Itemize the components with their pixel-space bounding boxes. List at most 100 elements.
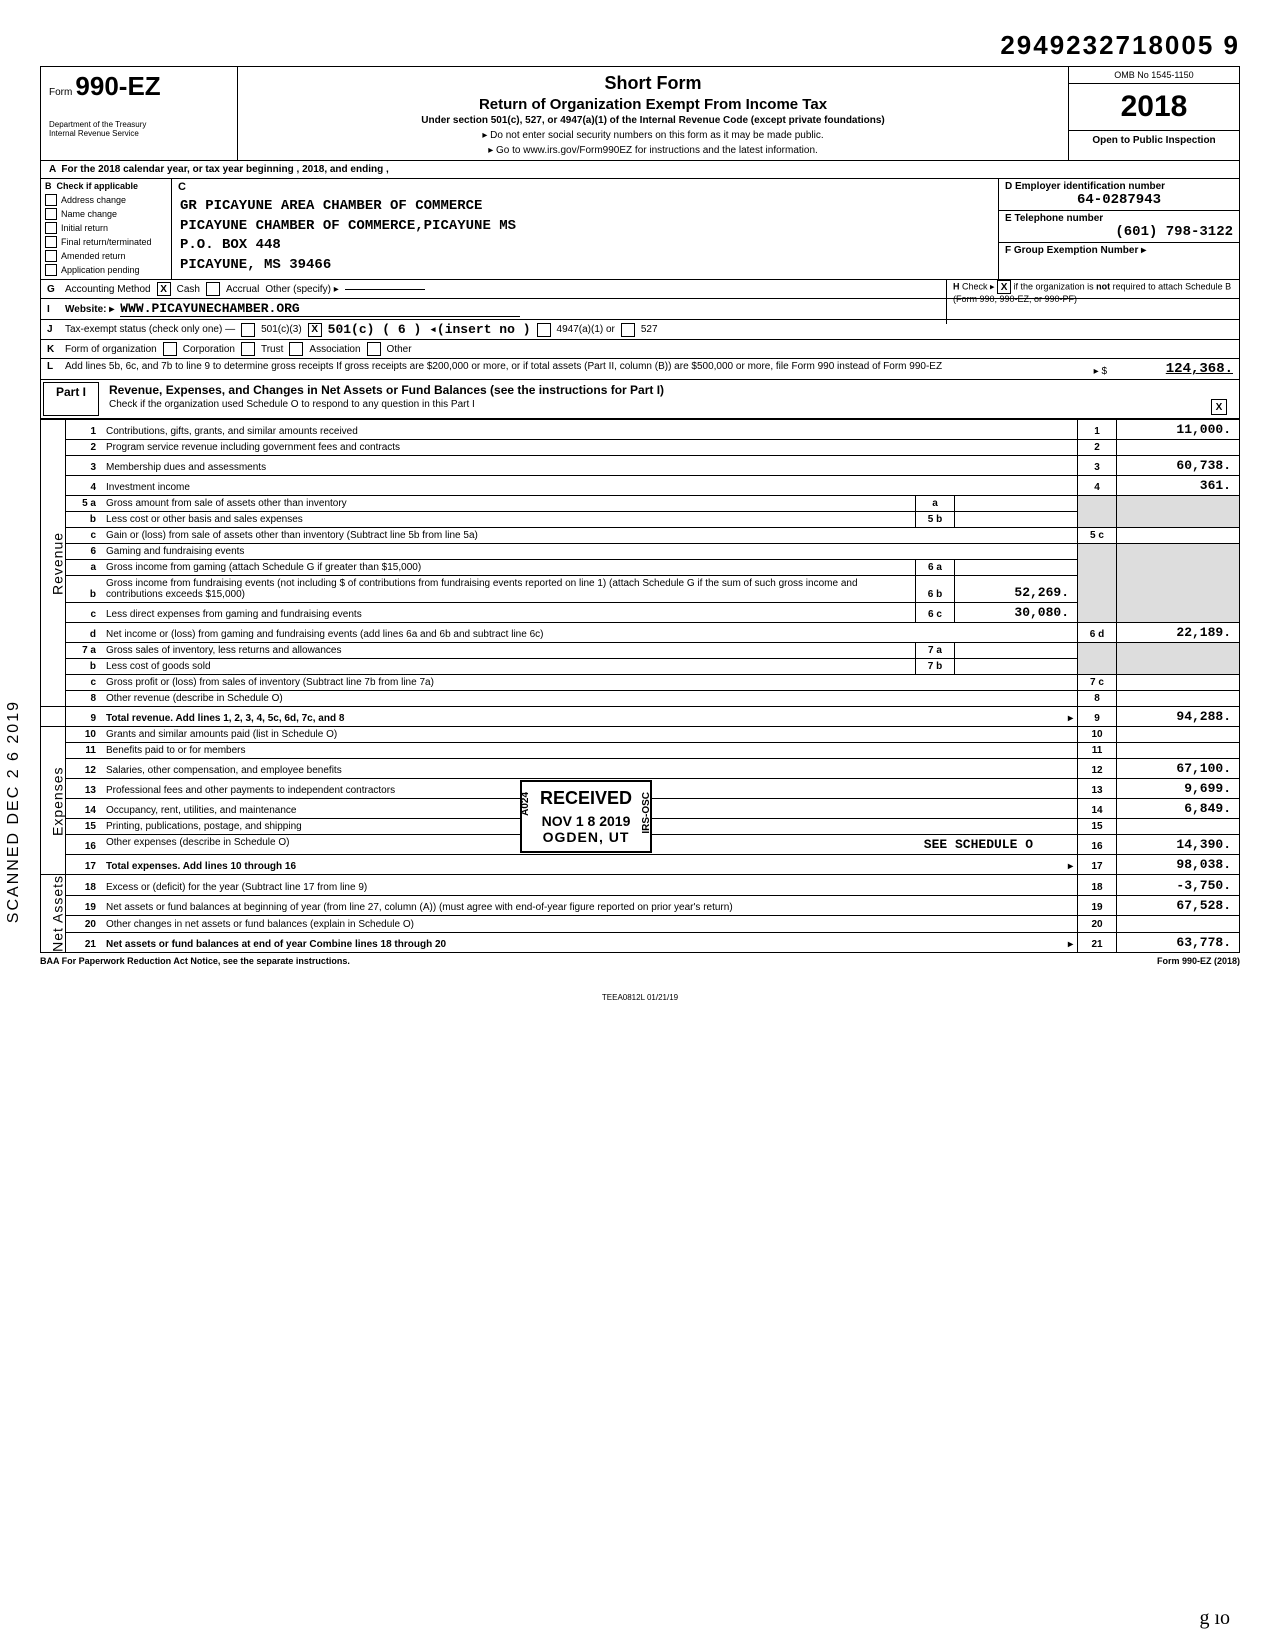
- stamp-location: OGDEN, UT: [540, 829, 632, 845]
- note-url: ▸ Go to www.irs.gov/Form990EZ for instru…: [248, 145, 1058, 156]
- checkbox-corp[interactable]: [163, 342, 177, 356]
- j-label: J: [47, 324, 59, 335]
- omb-number: OMB No 1545-1150: [1069, 67, 1239, 84]
- footer: BAA For Paperwork Reduction Act Notice, …: [40, 953, 1240, 969]
- stamp-main: RECEIVED: [540, 788, 632, 809]
- line-21: 21Net assets or fund balances at end of …: [41, 932, 1240, 953]
- l-text: Add lines 5b, 6c, and 7b to line 9 to de…: [65, 361, 1088, 372]
- k-label: K: [47, 344, 59, 355]
- handwritten-note: g ıo: [1199, 1607, 1230, 1630]
- block-bc-def: B Check if applicable Address change Nam…: [40, 179, 1240, 280]
- cash-label: Cash: [177, 284, 200, 295]
- row-a: A For the 2018 calendar year, or tax yea…: [40, 161, 1240, 179]
- line-4: 4Investment income4361.: [41, 476, 1240, 496]
- checkbox-501c3[interactable]: [241, 323, 255, 337]
- opt-initial-return[interactable]: Initial return: [41, 221, 171, 235]
- section-h: H Check ▸ X if the organization is not r…: [946, 280, 1233, 324]
- line-7c: cGross profit or (loss) from sales of in…: [41, 675, 1240, 691]
- phone-value: (601) 798-3122: [1005, 224, 1233, 240]
- line-8: 8Other revenue (describe in Schedule O)8: [41, 691, 1240, 707]
- line-1: Revenue 1Contributions, gifts, grants, a…: [41, 420, 1240, 440]
- cell-e: E Telephone number (601) 798-3122: [999, 211, 1239, 243]
- org-name: GR PICAYUNE AREA CHAMBER OF COMMERCE: [180, 197, 990, 217]
- line-10: Expenses 10Grants and similar amounts pa…: [41, 727, 1240, 743]
- row-l: L Add lines 5b, 6c, and 7b to line 9 to …: [40, 359, 1240, 380]
- col-c-label: C: [178, 181, 186, 193]
- l-label: L: [47, 361, 59, 372]
- checkbox-527[interactable]: [621, 323, 635, 337]
- row-a-text: For the 2018 calendar year, or tax year …: [61, 164, 388, 175]
- open-public: Open to Public Inspection: [1069, 131, 1239, 150]
- opt-name-change[interactable]: Name change: [41, 207, 171, 221]
- checkbox-h[interactable]: X: [997, 280, 1011, 294]
- form-header: Form 990-EZ Department of the Treasury I…: [40, 66, 1240, 161]
- line-6: 6Gaming and fundraising events: [41, 544, 1240, 560]
- tax-year: 2018: [1069, 84, 1239, 131]
- expenses-side-label: Expenses: [41, 727, 66, 875]
- netassets-side-label: Net Assets: [41, 875, 66, 953]
- line-3: 3Membership dues and assessments360,738.: [41, 456, 1240, 476]
- checkbox-accrual[interactable]: [206, 282, 220, 296]
- line-5c: cGain or (loss) from sale of assets othe…: [41, 528, 1240, 544]
- ein-label: D Employer identification number: [1005, 181, 1233, 192]
- opt-amended[interactable]: Amended return: [41, 249, 171, 263]
- column-b: B Check if applicable Address change Nam…: [41, 179, 172, 279]
- title-return: Return of Organization Exempt From Incom…: [248, 96, 1058, 113]
- form-table: Revenue 1Contributions, gifts, grants, a…: [40, 419, 1240, 953]
- phone-label: E Telephone number: [1005, 213, 1233, 224]
- column-def: D Employer identification number 64-0287…: [999, 179, 1239, 279]
- note-ssn: ▸ Do not enter social security numbers o…: [248, 130, 1058, 141]
- form-number: 990-EZ: [75, 71, 160, 101]
- website-value: WWW.PICAYUNECHAMBER.ORG: [120, 301, 520, 317]
- line-19: 19Net assets or fund balances at beginni…: [41, 895, 1240, 916]
- accounting-method-label: Accounting Method: [65, 284, 151, 295]
- line-12: 12Salaries, other compensation, and empl…: [41, 759, 1240, 779]
- footer-left: BAA For Paperwork Reduction Act Notice, …: [40, 956, 350, 966]
- column-c: C GR PICAYUNE AREA CHAMBER OF COMMERCE P…: [172, 179, 999, 279]
- stamp-date: NOV 1 8 2019: [540, 813, 632, 829]
- org-address: GR PICAYUNE AREA CHAMBER OF COMMERCE PIC…: [180, 197, 990, 275]
- accrual-label: Accrual: [226, 284, 259, 295]
- part1-title: Revenue, Expenses, and Changes in Net As…: [101, 380, 1239, 418]
- line-6c: cLess direct expenses from gaming and fu…: [41, 603, 1240, 623]
- other-specify-line[interactable]: [345, 289, 425, 290]
- form-org-label: Form of organization: [65, 344, 157, 355]
- ein-value: 64-0287943: [1005, 192, 1233, 208]
- part1-sub: Check if the organization used Schedule …: [109, 399, 1231, 410]
- checkbox-cash[interactable]: X: [157, 282, 171, 296]
- checkbox-501c[interactable]: X: [308, 323, 322, 337]
- scanned-stamp: SCANNED DEC 2 6 2019: [5, 700, 23, 923]
- checkbox-4947[interactable]: [537, 323, 551, 337]
- line-7a: 7 aGross sales of inventory, less return…: [41, 643, 1240, 659]
- checkbox-trust[interactable]: [241, 342, 255, 356]
- department-text: Department of the Treasury Internal Reve…: [49, 120, 229, 138]
- gross-receipts: 124,368.: [1113, 361, 1233, 377]
- subtitle: Under section 501(c), 527, or 4947(a)(1)…: [248, 115, 1058, 126]
- revenue-side-label: Revenue: [41, 420, 66, 707]
- part1-label: Part I: [43, 382, 99, 416]
- line-17: 17Total expenses. Add lines 10 through 1…: [41, 855, 1240, 875]
- line-9: 9Total revenue. Add lines 1, 2, 3, 4, 5c…: [41, 707, 1240, 727]
- org-city: PICAYUNE, MS 39466: [180, 256, 990, 276]
- l-arrow: ▸ $: [1094, 366, 1107, 377]
- opt-pending[interactable]: Application pending: [41, 263, 171, 277]
- line-6b: bGross income from fundraising events (n…: [41, 576, 1240, 603]
- opt-final-return[interactable]: Final return/terminated: [41, 235, 171, 249]
- line-11: 11Benefits paid to or for members11: [41, 743, 1240, 759]
- stamp-left: A024: [520, 792, 531, 816]
- opt-address-change[interactable]: Address change: [41, 193, 171, 207]
- g-label: G: [47, 284, 59, 295]
- footer-mid: TEEA0812L 01/21/19: [40, 993, 1240, 1002]
- other-label: Other (specify) ▸: [265, 284, 338, 295]
- org-street: P.O. BOX 448: [180, 236, 990, 256]
- header-right: OMB No 1545-1150 2018 Open to Public Ins…: [1069, 67, 1239, 160]
- checkbox-other[interactable]: [367, 342, 381, 356]
- i-label: I: [47, 304, 59, 315]
- title-short-form: Short Form: [248, 73, 1058, 94]
- cell-f: F Group Exemption Number ▸: [999, 243, 1239, 258]
- website-label: Website: ▸: [65, 304, 114, 315]
- document-number: 2949232718005 9: [40, 30, 1240, 61]
- part1-header: Part I Revenue, Expenses, and Changes in…: [40, 380, 1240, 419]
- checkbox-assoc[interactable]: [289, 342, 303, 356]
- part1-check[interactable]: X: [1211, 399, 1227, 415]
